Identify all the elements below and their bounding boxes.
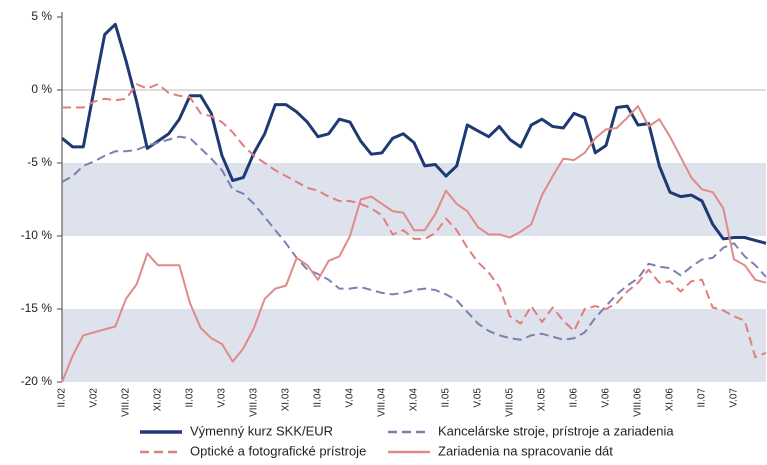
x-tick-label: V.03 — [217, 388, 228, 408]
x-tick-label: V.05 — [473, 388, 484, 408]
x-tick-label: VIII.04 — [377, 388, 388, 417]
x-tick-label: II.02 — [57, 388, 68, 408]
x-tick-label: XI.04 — [409, 388, 420, 412]
legend-label: Zariadenia na spracovanie dát — [438, 443, 613, 458]
band — [62, 309, 766, 382]
series-line — [61, 22, 767, 245]
series-line — [62, 83, 767, 359]
x-tick-label: V.06 — [601, 388, 612, 408]
x-tick-label: II.03 — [185, 388, 196, 408]
x-tick-label: VIII.03 — [249, 388, 260, 417]
series-line — [61, 105, 767, 383]
y-tick-label: -10 % — [21, 228, 53, 242]
x-tick-label: VIII.02 — [121, 388, 132, 417]
legend-label: Optické a fotografické prístroje — [190, 443, 366, 458]
legend-label: Kancelárske stroje, prístroje a zariaden… — [438, 423, 674, 438]
legend-label: Výmenný kurz SKK/EUR — [190, 423, 333, 438]
x-tick-label: V.02 — [89, 388, 100, 408]
y-tick-label: -15 % — [21, 301, 53, 315]
x-tick-label: V.04 — [345, 388, 356, 408]
x-tick-label: II.06 — [569, 388, 580, 408]
x-tick-label: II.05 — [441, 388, 452, 408]
x-tick-label: XI.05 — [537, 388, 548, 412]
x-tick-label: V.07 — [729, 388, 740, 408]
y-tick-label: -5 % — [27, 155, 52, 169]
x-tick-label: XI.06 — [665, 388, 676, 412]
x-tick-label: VIII.06 — [633, 388, 644, 417]
y-tick-label: 5 % — [31, 9, 52, 23]
x-tick-label: XI.03 — [281, 388, 292, 412]
x-tick-label: XI.02 — [153, 388, 164, 412]
y-tick-label: 0 % — [31, 82, 52, 96]
x-tick-label: VIII.05 — [505, 388, 516, 417]
series-line — [61, 135, 767, 341]
y-tick-label: -20 % — [21, 374, 53, 388]
x-tick-label: II.04 — [313, 388, 324, 408]
band — [62, 163, 766, 236]
x-tick-label: II.07 — [697, 388, 708, 408]
